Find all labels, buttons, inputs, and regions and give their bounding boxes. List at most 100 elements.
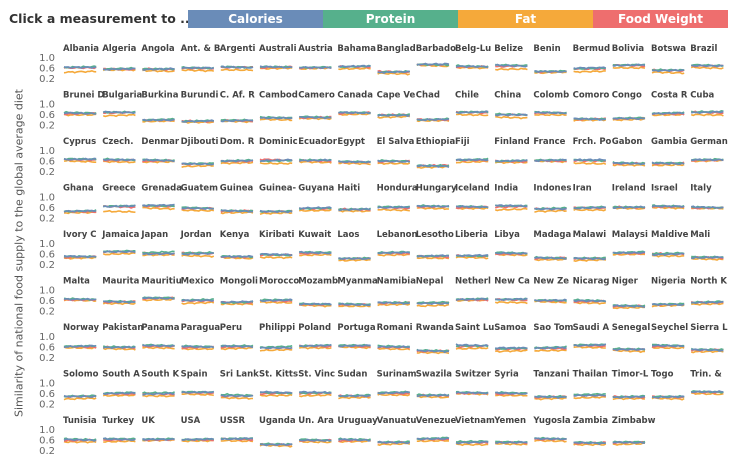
- series-line-calories: [534, 346, 567, 350]
- series-line-fat: [63, 113, 97, 117]
- y-tick-label: 0.2: [39, 446, 55, 454]
- panel-title: Dominic: [259, 137, 298, 147]
- series-line-calories: [220, 65, 254, 69]
- series-line-calories: [651, 68, 685, 73]
- y-tick-label: 0.2: [39, 120, 55, 131]
- series-line-calories: [181, 437, 215, 442]
- country-panel: Comoro: [573, 91, 610, 122]
- series-line-fat: [142, 298, 175, 302]
- panel-title: Portuga: [337, 323, 375, 333]
- country-panel: Mexico: [181, 277, 214, 305]
- panel-title: Burkina: [141, 91, 178, 101]
- series-line-fat: [63, 256, 97, 260]
- series-line-fat: [573, 443, 607, 447]
- series-line-calories: [63, 394, 97, 399]
- series-line-calories: [102, 204, 136, 208]
- series-line-fat: [338, 66, 371, 71]
- country-panel: Tanzani: [533, 370, 570, 401]
- country-panel: Mongoli: [220, 277, 258, 306]
- country-panel: Finland: [494, 137, 530, 165]
- series-line-calories: [377, 159, 411, 163]
- series-line-fat: [494, 300, 528, 305]
- country-panel: Portuga: [337, 323, 376, 350]
- panel-title: Fiji: [455, 137, 470, 147]
- series-line-calories: [63, 209, 97, 213]
- fat-button[interactable]: Fat: [458, 10, 593, 28]
- panel-title: Turkey: [102, 416, 134, 426]
- panel-title: Myanma: [337, 277, 378, 287]
- panel-title: New Ca: [494, 277, 530, 287]
- series-line-protein: [495, 391, 528, 395]
- series-line-calories: [220, 118, 254, 123]
- series-line-fat: [259, 393, 293, 398]
- instruction-text: Click a measurement to ..: [9, 11, 190, 26]
- protein-button[interactable]: Protein: [323, 10, 458, 28]
- series-line-calories: [573, 343, 607, 347]
- series-line-calories: [416, 301, 449, 305]
- panel-title: Syria: [494, 370, 519, 380]
- series-line-fat: [298, 393, 332, 398]
- series-line-calories: [495, 440, 528, 444]
- country-panel: Belg-Lu: [455, 44, 491, 70]
- country-panel: Angola: [141, 44, 175, 73]
- series-line-calories: [338, 111, 371, 115]
- panel-title: Libya: [494, 230, 520, 240]
- panel-title: Egypt: [337, 137, 365, 147]
- panel-title: Angola: [141, 44, 174, 54]
- series-line-calories: [298, 158, 332, 163]
- country-panel: North K: [690, 277, 727, 306]
- panel-title: Nigeria: [651, 277, 686, 287]
- country-panel: Yemen: [493, 416, 528, 446]
- panel-title: USSR: [220, 416, 246, 426]
- country-panel: Zimbabw: [612, 416, 656, 446]
- series-line-fat: [103, 209, 136, 213]
- panel-title: Brunei D: [63, 91, 104, 101]
- panel-title: Saudi A: [573, 323, 610, 333]
- series-line-calories: [416, 204, 450, 208]
- calories-button[interactable]: Calories: [188, 10, 323, 28]
- country-panel: USSR: [220, 416, 254, 443]
- series-line-fat: [612, 66, 646, 70]
- panel-title: Kenya: [220, 230, 250, 240]
- panel-title: Liberia: [455, 230, 488, 240]
- y-tick-label: 0.2: [39, 74, 55, 85]
- country-panel: Uruguay: [337, 416, 378, 444]
- country-panel: Syria: [494, 370, 528, 397]
- series-line-fat: [102, 113, 136, 118]
- panel-title: Paragua: [181, 323, 221, 333]
- panel-title: Kiribati: [259, 230, 294, 240]
- panel-title: Guinea-: [259, 184, 296, 194]
- series-line-protein: [573, 440, 606, 445]
- series-line-calories: [534, 69, 567, 73]
- country-panel: Lesotho: [416, 230, 454, 260]
- country-panel: Hondura: [377, 184, 418, 212]
- series-line-calories: [691, 255, 724, 260]
- series-line-calories: [612, 63, 646, 67]
- food-weight-button[interactable]: Food Weight: [593, 10, 728, 28]
- country-panel: Belize: [494, 44, 528, 71]
- panel-title: Philippi: [259, 323, 295, 333]
- series-line-calories: [259, 253, 293, 257]
- series-line-calories: [494, 346, 528, 350]
- panel-title: Hungary: [416, 184, 457, 194]
- series-line-calories: [495, 204, 528, 208]
- panel-title: Grenada: [141, 184, 182, 194]
- series-line-calories: [142, 158, 175, 163]
- series-line-calories: [455, 253, 489, 258]
- series-line-protein: [181, 344, 214, 349]
- series-line-fat: [377, 114, 411, 119]
- country-panel: Indones: [533, 184, 571, 213]
- panel-title: Solomo: [63, 370, 99, 380]
- series-line-calories: [142, 252, 175, 256]
- series-line-fat: [220, 161, 254, 165]
- country-panel: Norway: [63, 323, 99, 350]
- panel-title: Kuwait: [298, 230, 331, 240]
- y-tick-label: 0.6: [39, 203, 55, 214]
- series-line-fat: [455, 113, 489, 117]
- series-line-fat: [416, 439, 450, 443]
- series-line-fat: [455, 256, 489, 260]
- series-line-fat: [651, 206, 685, 210]
- series-line-calories: [259, 390, 293, 395]
- series-line-calories: [691, 348, 724, 352]
- country-panel: Barbado: [416, 44, 456, 68]
